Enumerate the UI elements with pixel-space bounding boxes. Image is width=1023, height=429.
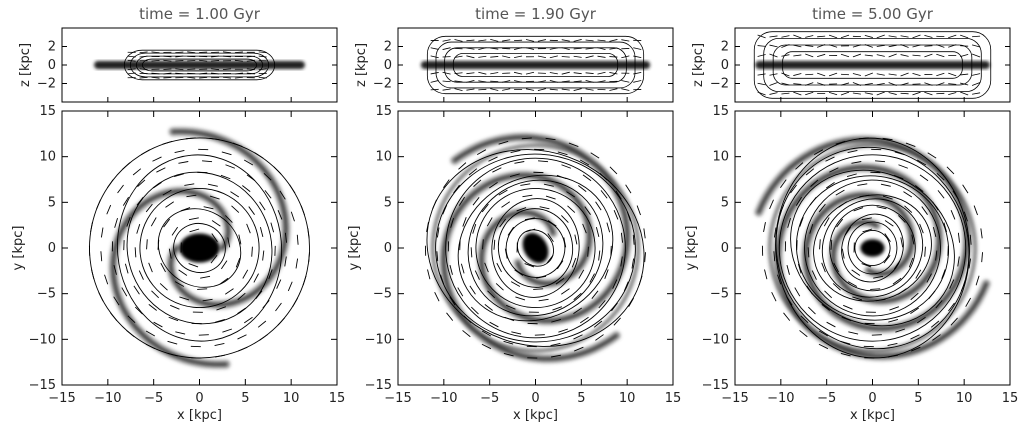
gas-disc-edge — [94, 61, 305, 69]
x-tick-label: −5 — [144, 391, 163, 406]
y-tick-label: 0 — [384, 241, 392, 256]
panel-title: time = 1.90 Gyr — [475, 5, 597, 23]
edge-on-view: 2 0 −2 z [kpc] — [18, 27, 338, 103]
x-tick-label: 0 — [868, 391, 876, 406]
velocity-field — [424, 137, 646, 359]
y-axis-label: y [kpc] — [11, 226, 26, 271]
x-tick-label: −10 — [430, 391, 457, 406]
x-tick-label: −5 — [480, 391, 499, 406]
x-tick-label: 0 — [531, 391, 539, 406]
x-tick-label: 0 — [195, 391, 203, 406]
x-tick-label: 15 — [329, 391, 346, 406]
y-tick-label: 0 — [721, 241, 729, 256]
y-tick-label: −10 — [29, 332, 56, 347]
velocity-field — [761, 137, 983, 359]
y-axis-label: y [kpc] — [347, 226, 362, 271]
x-tick-label: −15 — [48, 391, 75, 406]
gas-density — [754, 135, 991, 361]
panel-2: time = 1.90 Gyr 2 0 −2 z [kpc] −15 −10 −5 0 5 10 15… — [347, 5, 681, 423]
y-tick-label: 10 — [375, 150, 392, 165]
y-tick-label: −15 — [702, 378, 729, 393]
y-axis-label: y [kpc] — [684, 226, 699, 271]
x-tick-label: 15 — [1002, 391, 1019, 406]
z-tick-label: 2 — [48, 40, 56, 55]
velocity-field — [88, 137, 310, 359]
y-tick-label: −5 — [37, 287, 56, 302]
x-tick-label: 5 — [914, 391, 922, 406]
x-tick-label: −10 — [767, 391, 794, 406]
x-tick-label: −15 — [721, 391, 748, 406]
dense-core — [179, 233, 220, 263]
y-tick-label: 15 — [375, 104, 392, 119]
x-tick-label: −5 — [817, 391, 836, 406]
z-axis-label: z [kpc] — [354, 43, 369, 87]
face-on-view: −15 −10 −5 0 5 10 15 x [kpc] 15 10 5 0 −5 −10 −15 y [kp… — [684, 104, 1018, 423]
y-tick-label: −10 — [365, 332, 392, 347]
edge-on-view: 2 0 −2 z [kpc] — [354, 27, 674, 103]
y-tick-label: 0 — [48, 241, 56, 256]
edge-on-view: 2 0 −2 z [kpc] — [691, 27, 1011, 103]
x-tick-label: 5 — [241, 391, 249, 406]
x-tick-label: −10 — [94, 391, 121, 406]
x-axis-label: x [kpc] — [177, 408, 222, 423]
z-tick-label: 0 — [384, 58, 392, 73]
panel-title: time = 1.00 Gyr — [139, 5, 261, 23]
x-tick-label: 10 — [283, 391, 300, 406]
z-tick-label: −2 — [373, 77, 392, 92]
x-tick-label: 10 — [956, 391, 973, 406]
dense-core — [522, 232, 549, 264]
face-on-view: −15 −10 −5 0 5 10 15 x [kpc] 15 10 5 0 −5 −10 −15 y [kp… — [347, 104, 681, 423]
gas-disc-edge — [755, 61, 990, 69]
z-tick-label: −2 — [710, 77, 729, 92]
y-tick-label: 10 — [39, 150, 56, 165]
face-on-view: −15 −10 −5 0 5 10 15 x [kpc] 15 10 5 0 −5 −10 −15 y [kp… — [11, 104, 345, 423]
y-tick-label: −15 — [365, 378, 392, 393]
z-tick-label: −2 — [37, 77, 56, 92]
x-tick-label: 10 — [619, 391, 636, 406]
x-tick-label: 5 — [577, 391, 585, 406]
y-tick-label: −15 — [29, 378, 56, 393]
y-tick-label: 15 — [712, 104, 729, 119]
panel-title: time = 5.00 Gyr — [812, 5, 934, 23]
y-tick-label: 5 — [721, 195, 729, 210]
x-tick-label: 15 — [665, 391, 682, 406]
y-tick-label: 5 — [384, 195, 392, 210]
y-tick-label: 5 — [48, 195, 56, 210]
z-axis-label: z [kpc] — [18, 43, 33, 87]
x-tick-label: −15 — [384, 391, 411, 406]
z-tick-label: 0 — [721, 58, 729, 73]
z-tick-label: 2 — [721, 40, 729, 55]
x-axis-label: x [kpc] — [850, 408, 895, 423]
x-axis-label: x [kpc] — [513, 408, 558, 423]
y-tick-label: 15 — [39, 104, 56, 119]
z-tick-label: 2 — [384, 40, 392, 55]
y-tick-label: −5 — [373, 287, 392, 302]
panel-1: time = 1.00 Gyr 2 0 −2 z [kpc] −15 −10 −5 0 5 10 15… — [11, 5, 345, 423]
gas-density — [108, 127, 291, 369]
y-tick-label: −10 — [702, 332, 729, 347]
y-tick-label: 10 — [712, 150, 729, 165]
gas-disc-edge — [420, 61, 651, 69]
y-tick-label: −5 — [710, 287, 729, 302]
z-tick-label: 0 — [48, 58, 56, 73]
z-axis-label: z [kpc] — [691, 43, 706, 87]
dense-core — [860, 239, 885, 257]
panel-3: time = 5.00 Gyr 2 0 −2 z [kpc] −15 −10 −5 0 5 10 15… — [684, 5, 1018, 423]
